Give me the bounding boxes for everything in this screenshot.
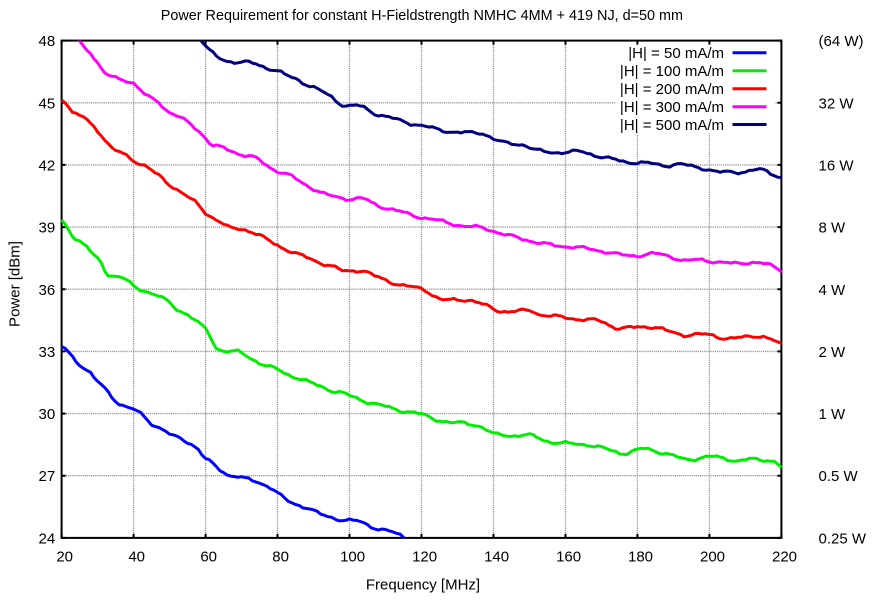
svg-text:2 W: 2 W	[819, 344, 847, 361]
svg-text:160: 160	[556, 548, 581, 565]
svg-text:Power [dBm]: Power [dBm]	[7, 241, 24, 327]
svg-text:36: 36	[39, 282, 56, 299]
svg-text:140: 140	[484, 548, 509, 565]
svg-text:200: 200	[700, 548, 725, 565]
svg-text:45: 45	[39, 95, 56, 112]
svg-text:27: 27	[39, 468, 56, 485]
svg-text:32 W: 32 W	[819, 95, 855, 112]
svg-text:8 W: 8 W	[819, 220, 847, 237]
svg-text:0.25 W: 0.25 W	[819, 530, 867, 547]
svg-text:(64 W): (64 W)	[819, 33, 864, 50]
svg-text:33: 33	[39, 344, 56, 361]
svg-text:0.5 W: 0.5 W	[819, 468, 859, 485]
svg-text:|H| = 300 mA/m: |H| = 300 mA/m	[620, 99, 724, 116]
svg-text:|H| = 500 mA/m: |H| = 500 mA/m	[620, 117, 724, 134]
svg-text:1 W: 1 W	[819, 406, 847, 423]
svg-text:Power Requirement for constant: Power Requirement for constant H-Fieldst…	[161, 8, 683, 24]
svg-text:60: 60	[200, 548, 217, 565]
svg-text:48: 48	[39, 33, 56, 50]
svg-text:120: 120	[412, 548, 437, 565]
svg-text:|H| = 200 mA/m: |H| = 200 mA/m	[620, 81, 724, 98]
svg-text:20: 20	[56, 548, 73, 565]
svg-text:|H| = 100 mA/m: |H| = 100 mA/m	[620, 63, 724, 80]
svg-text:24: 24	[39, 530, 56, 547]
svg-text:42: 42	[39, 157, 56, 174]
svg-text:40: 40	[128, 548, 145, 565]
svg-text:100: 100	[340, 548, 365, 565]
svg-text:30: 30	[39, 406, 56, 423]
svg-text:Frequency [MHz]: Frequency [MHz]	[366, 576, 480, 593]
svg-text:220: 220	[772, 548, 797, 565]
svg-text:4 W: 4 W	[819, 282, 847, 299]
svg-text:16 W: 16 W	[819, 157, 855, 174]
svg-text:|H| = 50 mA/m: |H| = 50 mA/m	[628, 45, 724, 62]
svg-text:80: 80	[272, 548, 289, 565]
svg-text:39: 39	[39, 220, 56, 237]
svg-text:180: 180	[628, 548, 653, 565]
